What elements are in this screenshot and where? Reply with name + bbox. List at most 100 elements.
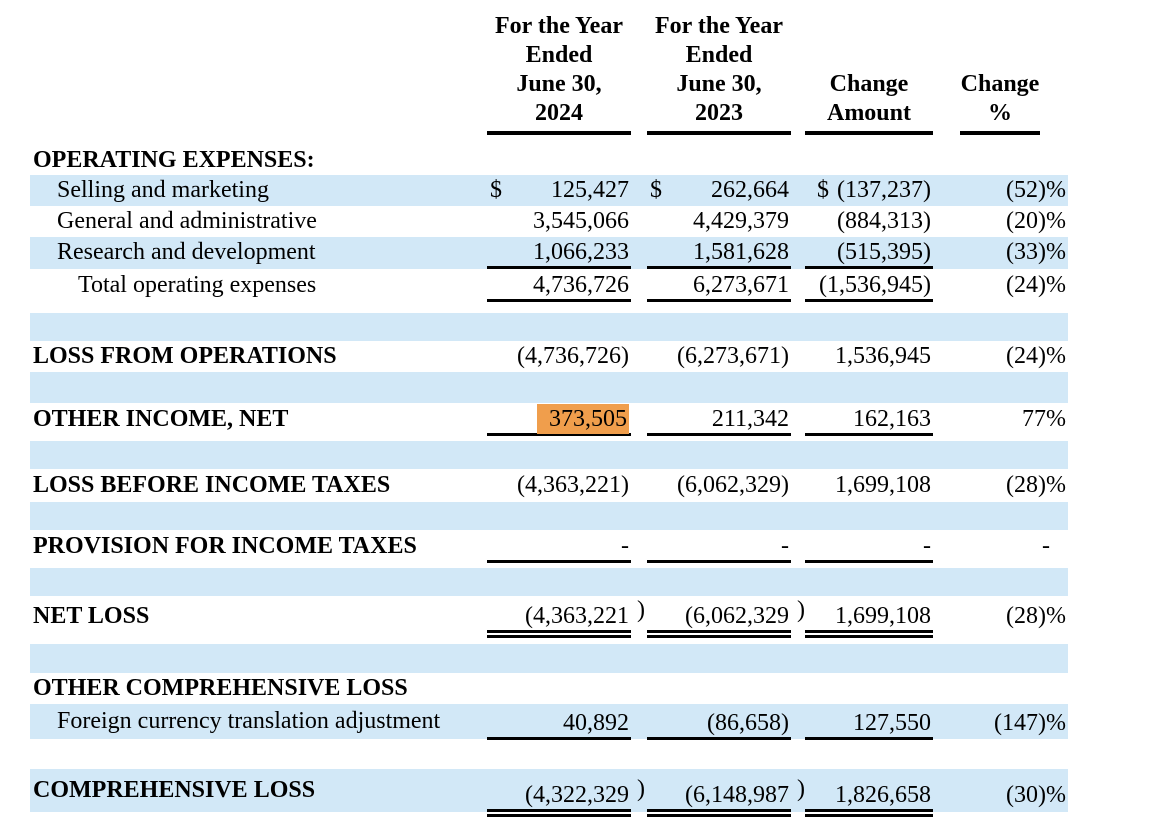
row-label: Total operating expenses: [78, 272, 317, 298]
spacer-row: [30, 313, 1068, 341]
amount-value: (4,363,221: [525, 603, 629, 629]
amount-value: (6,273,671): [677, 343, 789, 369]
amount-value: (515,395): [837, 239, 931, 265]
amount-value: -: [923, 533, 931, 559]
percent-cell: (52)%: [960, 175, 1068, 206]
percent-cell: (20)%: [960, 206, 1068, 237]
percent-value: (33)%: [1006, 239, 1066, 265]
header-line: %: [988, 100, 1012, 126]
amount-cell: (4,322,329): [487, 769, 645, 817]
amount-value: 1,581,628: [693, 239, 789, 265]
row-general-and-administrative: General and administrative 3,545,066 4,429…: [30, 206, 1068, 237]
percent-cell: (24)%: [960, 341, 1068, 372]
header-line: Change: [960, 71, 1040, 97]
row-research-and-development: Research and development 1,066,233 1,581,6…: [30, 237, 1068, 269]
amount-value: 1,066,233: [533, 239, 629, 265]
row-label: PROVISION FOR INCOME TAXES: [33, 533, 417, 559]
amount-value: 125,427: [551, 177, 629, 203]
column-header-fy-2024: For the Year Ended June 30, 2024: [487, 12, 631, 135]
amount-cell: 4,736,726: [487, 269, 631, 303]
amount-cell: -: [487, 530, 631, 566]
row-label: General and administrative: [57, 208, 317, 234]
amount-cell: $125,427: [487, 175, 631, 206]
operations-comparison-table: For the Year Ended June 30, 2024 For the…: [30, 0, 1068, 817]
raised-paren: ): [797, 776, 805, 802]
row-net-loss: NET LOSS (4,363,221) (6,062,329) 1,699,108(…: [30, 596, 1068, 644]
amount-cell: 373,505: [487, 403, 631, 438]
amount-value: 6,273,671: [693, 272, 789, 298]
amount-cell: 1,066,233: [487, 237, 631, 269]
change-percent-header-box: Change %: [960, 70, 1040, 135]
header-line: 2024: [535, 100, 583, 126]
row-total-operating-expenses: Total operating expenses 4,736,726 6,273,6…: [30, 269, 1068, 303]
percent-value: -: [1042, 533, 1050, 559]
highlighted-amount: 373,505: [537, 404, 629, 434]
row-label: Foreign currency translation adjustment: [57, 708, 441, 734]
column-header-fy-2023: For the Year Ended June 30, 2023: [647, 12, 791, 135]
header-label-spacer: [30, 12, 487, 135]
amount-cell: (6,273,671): [647, 341, 791, 372]
row-label: OTHER COMPREHENSIVE LOSS: [33, 675, 408, 701]
percent-cell: (147)%: [960, 704, 1068, 740]
amount-cell: 4,429,379: [647, 206, 791, 237]
spacer-row: [30, 568, 1068, 596]
amount-value: 262,664: [711, 177, 789, 203]
raised-paren: ): [637, 776, 645, 802]
amount-value: (6,062,329): [677, 472, 789, 498]
amount-cell: $ (137,237): [805, 175, 933, 206]
amount-cell: (1,536,945): [805, 269, 933, 303]
header-line: Amount: [826, 100, 911, 126]
header-underline: [647, 131, 791, 135]
row-foreign-currency-translation: Foreign currency translation adjustment 4…: [30, 704, 1068, 740]
amount-cell: 127,550: [805, 704, 933, 740]
row-label: OPERATING EXPENSES:: [33, 147, 315, 173]
amount-cell: (4,363,221): [487, 596, 645, 644]
amount-cell: 211,342: [647, 403, 791, 438]
header-line: June 30,: [516, 71, 602, 97]
spacer-row: [30, 644, 1068, 673]
amount-value: 1,699,108: [835, 603, 931, 629]
amount-value: 1,699,108: [835, 472, 931, 498]
amount-value: 4,429,379: [693, 208, 789, 234]
amount-value: 211,342: [711, 406, 789, 432]
percent-value: (30)%: [1006, 782, 1066, 808]
raised-paren: ): [637, 597, 645, 623]
row-provision-for-income-taxes: PROVISION FOR INCOME TAXES - - - -: [30, 530, 1068, 566]
amount-value: (4,322,329: [525, 782, 629, 808]
row-loss-before-income-taxes: LOSS BEFORE INCOME TAXES (4,363,221) (6,06…: [30, 469, 1068, 502]
column-header-change-percent: Change %: [960, 12, 1068, 135]
amount-cell: (4,736,726): [487, 341, 631, 372]
percent-cell: (28)%: [960, 596, 1068, 644]
row-label: COMPREHENSIVE LOSS: [33, 777, 316, 803]
amount-cell: $262,664: [647, 175, 791, 206]
percent-cell: (24)%: [960, 269, 1068, 303]
amount-value: 3,545,066: [533, 208, 629, 234]
amount-value: 1,536,945: [835, 343, 931, 369]
percent-cell: 77%: [960, 403, 1068, 438]
percent-cell: -: [960, 530, 1068, 566]
row-label: Research and development: [57, 239, 316, 265]
amount-cell: (515,395): [805, 237, 933, 269]
amount-value: (884,313): [837, 208, 931, 234]
amount-value: (6,148,987: [685, 782, 789, 808]
amount-cell: (6,148,987): [647, 769, 805, 817]
row-label: LOSS FROM OPERATIONS: [33, 343, 337, 369]
amount-value: 40,892: [563, 710, 629, 736]
percent-value: (28)%: [1006, 603, 1066, 629]
header-underline: [805, 131, 933, 135]
header-line: June 30,: [676, 71, 762, 97]
row-loss-from-operations: LOSS FROM OPERATIONS (4,736,726) (6,273,67…: [30, 341, 1068, 372]
amount-cell: 1,581,628: [647, 237, 791, 269]
spacer-row: [30, 441, 1068, 469]
row-operating-expenses-header: OPERATING EXPENSES:: [30, 145, 1068, 175]
column-header-change-amount: Change Amount: [805, 12, 933, 135]
percent-cell: (33)%: [960, 237, 1068, 269]
amount-cell: (6,062,329): [647, 469, 791, 502]
amount-cell: 1,699,108: [805, 596, 933, 644]
amount-value: -: [781, 533, 789, 559]
percent-value: (24)%: [1006, 272, 1066, 298]
amount-value: -: [621, 533, 629, 559]
amount-value: (4,736,726): [517, 343, 629, 369]
percent-cell: (30)%: [960, 769, 1068, 812]
